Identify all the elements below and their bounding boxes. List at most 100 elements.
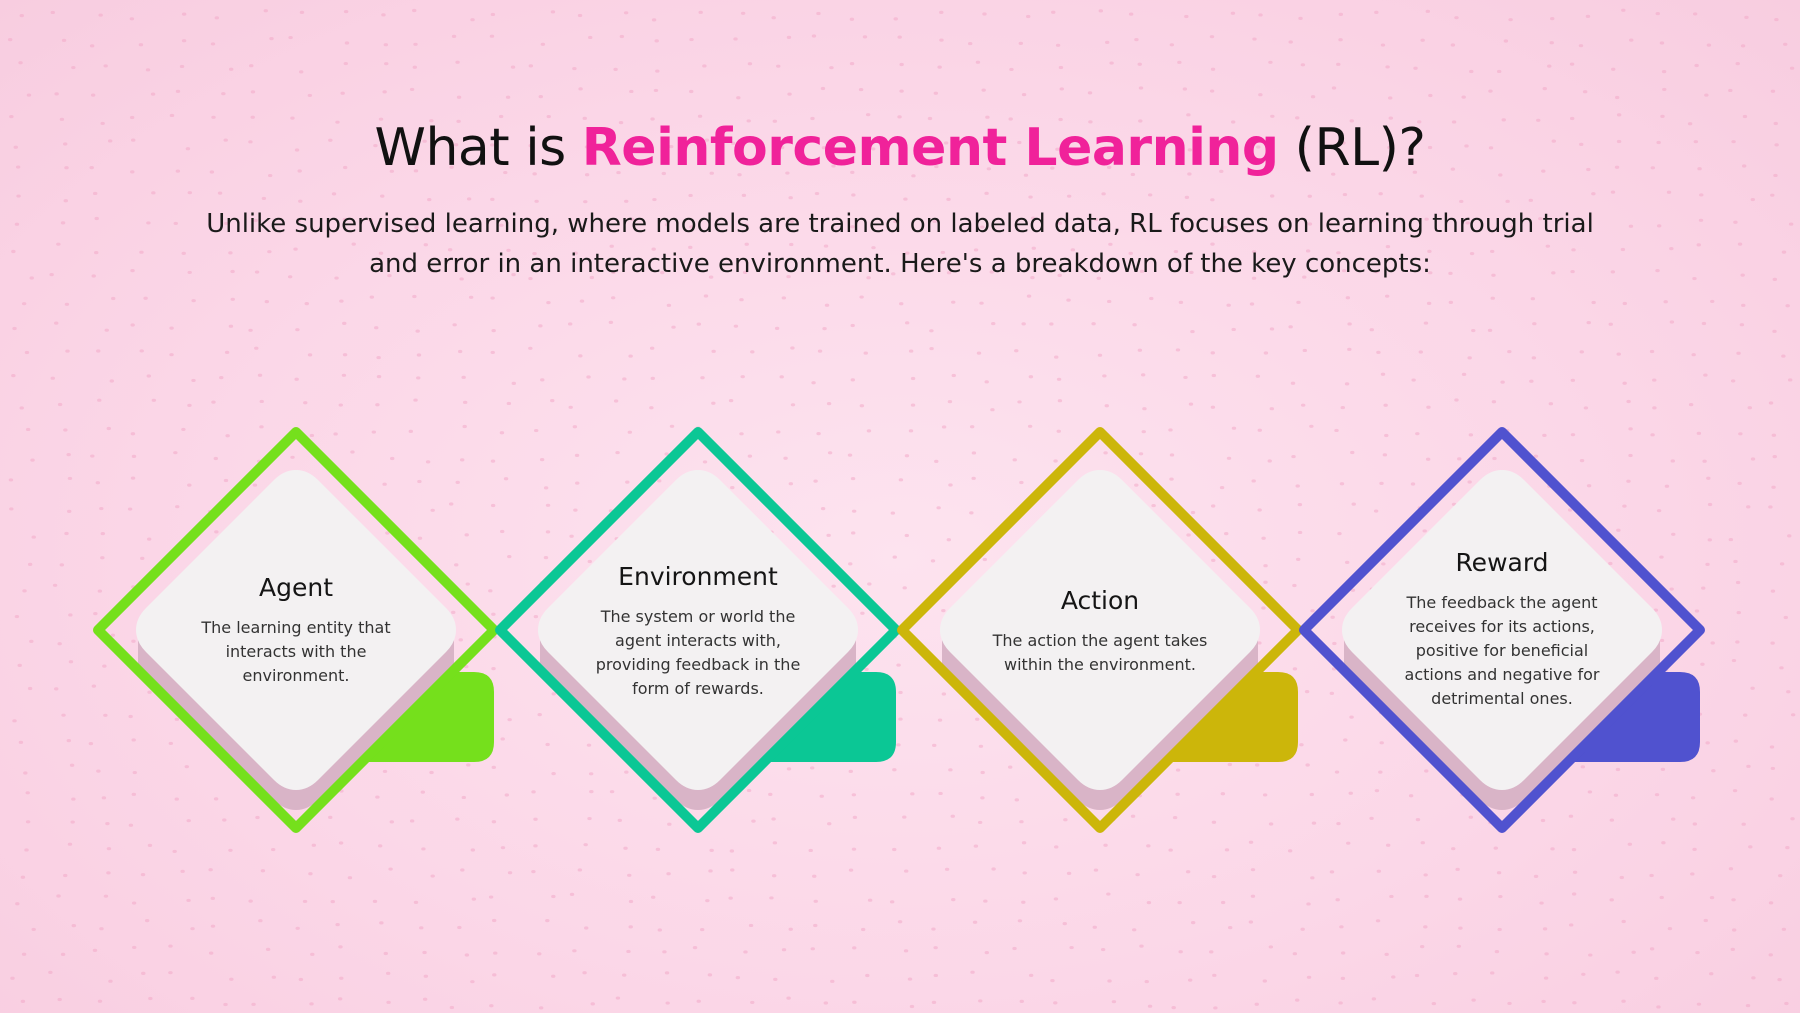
bg-dot — [1211, 373, 1217, 378]
bg-dot — [63, 199, 68, 203]
bg-dot — [1608, 561, 1613, 566]
bg-dot — [898, 717, 903, 721]
bg-dot — [1650, 433, 1655, 437]
bg-dot — [1451, 120, 1457, 124]
bg-dot — [335, 120, 340, 124]
bg-dot — [1621, 8, 1626, 12]
bg-dot — [1790, 817, 1795, 821]
bg-dot — [1102, 374, 1107, 378]
bg-dot — [543, 556, 549, 560]
bg-dot — [788, 927, 793, 931]
bg-dot — [664, 223, 670, 227]
bg-dot — [130, 432, 136, 436]
bg-dot — [929, 346, 934, 351]
bg-dot — [491, 329, 496, 333]
bg-dot — [181, 12, 187, 16]
bg-dot — [1507, 1001, 1512, 1006]
bg-dot — [459, 458, 465, 462]
bg-dot — [271, 975, 277, 979]
bg-dot — [191, 299, 196, 303]
bg-dot — [409, 87, 415, 92]
bg-dot — [978, 999, 983, 1003]
bg-dot — [545, 742, 550, 747]
bg-dot — [776, 64, 781, 68]
bg-dot — [1580, 765, 1586, 769]
bg-dot — [864, 667, 869, 671]
bg-dot — [991, 321, 996, 326]
bg-dot — [1329, 870, 1335, 874]
bg-dot — [1771, 433, 1777, 437]
bg-dot — [1288, 40, 1293, 44]
bg-dot — [852, 815, 858, 819]
bg-dot — [1147, 1004, 1153, 1008]
bg-dot — [1692, 847, 1697, 851]
card-face — [940, 470, 1260, 790]
bg-dot — [1691, 353, 1696, 357]
bg-dot — [589, 275, 595, 280]
bg-dot — [769, 896, 774, 900]
bg-dot — [1190, 510, 1196, 515]
bg-dot — [1740, 273, 1745, 277]
bg-dot — [100, 556, 105, 560]
bg-dot — [211, 400, 216, 404]
bg-dot — [866, 276, 871, 280]
bg-dot — [1490, 296, 1495, 300]
bg-dot — [669, 424, 675, 428]
bg-dot — [1649, 873, 1654, 878]
bg-dot — [630, 141, 635, 145]
bg-dot — [1774, 17, 1779, 22]
bg-dot — [788, 196, 793, 200]
bg-dot — [343, 61, 349, 66]
bg-dot — [911, 174, 916, 178]
bg-dot — [1709, 896, 1715, 900]
bg-dot — [208, 868, 213, 872]
bg-dot — [831, 584, 836, 588]
card-content: Action The action the agent takes within… — [990, 586, 1210, 677]
bg-dot — [1385, 65, 1390, 69]
bg-dot — [251, 1002, 256, 1006]
bg-dot — [910, 792, 915, 796]
bg-dot — [1420, 841, 1425, 845]
bg-dot — [1331, 86, 1337, 90]
bg-dot — [449, 165, 454, 169]
diamond-outline — [1299, 427, 1705, 833]
bg-dot — [975, 717, 980, 721]
bg-dot — [415, 329, 420, 333]
bg-dot — [903, 949, 909, 953]
bg-dot — [338, 945, 343, 949]
bg-dot — [574, 453, 580, 457]
bg-dot — [173, 451, 178, 455]
bg-dot — [970, 970, 975, 974]
bg-dot — [689, 89, 694, 94]
bg-dot — [1428, 271, 1433, 275]
bg-dot — [1188, 402, 1194, 406]
bg-dot — [420, 790, 426, 794]
concept-card-agent: Agent The learning entity that interacts… — [93, 427, 499, 833]
bg-dot — [1106, 165, 1112, 169]
bg-dot — [259, 399, 264, 404]
bg-dot — [899, 302, 904, 306]
bg-dot — [971, 451, 977, 455]
bg-dot — [813, 899, 818, 903]
bg-dot — [1018, 41, 1024, 45]
bg-dot — [261, 196, 267, 201]
bg-dot — [1297, 530, 1303, 535]
bg-dot — [1379, 741, 1384, 745]
bg-dot — [209, 170, 215, 174]
bg-dot — [1591, 192, 1596, 196]
bg-dot — [626, 949, 631, 954]
bg-dot — [816, 11, 821, 16]
bg-dot — [862, 35, 868, 39]
bg-dot — [1254, 1002, 1259, 1006]
bg-dot — [1252, 37, 1257, 41]
bg-dot — [789, 242, 794, 247]
bg-dot — [11, 374, 16, 378]
bg-dot — [1103, 843, 1108, 847]
bg-dot — [1187, 978, 1193, 982]
bg-dot — [1671, 817, 1676, 821]
bg-dot — [416, 376, 421, 380]
bg-dot — [457, 925, 462, 930]
bg-dot — [1616, 528, 1621, 532]
bg-dot — [462, 424, 467, 429]
bg-dot — [826, 402, 832, 406]
